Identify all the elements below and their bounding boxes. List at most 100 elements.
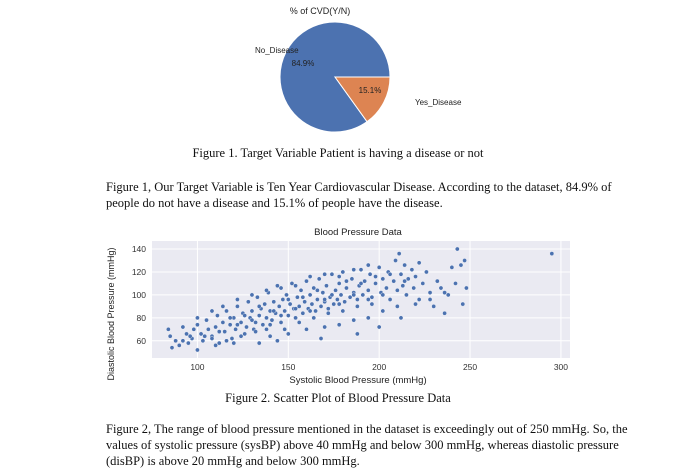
scatter-point bbox=[362, 278, 367, 284]
pie-slice-label: No_Disease bbox=[255, 46, 299, 55]
scatter-point bbox=[220, 320, 226, 325]
scatter-point bbox=[275, 338, 280, 344]
y-tick-label: 120 bbox=[132, 267, 146, 277]
scatter-point bbox=[373, 274, 378, 279]
scatter-title: Blood Pressure Data bbox=[314, 227, 402, 238]
scatter-point bbox=[449, 265, 455, 270]
scatter-point bbox=[262, 301, 267, 307]
scatter-point bbox=[186, 340, 191, 346]
scatter-point bbox=[318, 304, 324, 309]
scatter-point bbox=[365, 262, 371, 268]
scatter-point bbox=[249, 308, 255, 314]
document-page: % of CVD(Y/N) 84.9% No_Disease 15.1% Yes_Di… bbox=[106, 6, 628, 468]
scatter-point bbox=[373, 281, 378, 286]
scatter-point bbox=[307, 292, 313, 298]
scatter-point bbox=[351, 267, 357, 272]
scatter-point bbox=[216, 329, 222, 334]
scatter-point bbox=[322, 271, 327, 277]
scatter-point bbox=[264, 288, 269, 293]
scatter-point bbox=[286, 297, 291, 302]
scatter-point bbox=[400, 283, 406, 289]
scatter-point bbox=[253, 320, 258, 325]
scatter-point bbox=[227, 322, 233, 328]
scatter-point bbox=[455, 246, 460, 252]
scatter-point bbox=[195, 315, 200, 321]
scatter-point bbox=[184, 331, 189, 337]
y-tick-label: 100 bbox=[132, 290, 146, 300]
scatter-point bbox=[340, 269, 346, 275]
scatter-point bbox=[438, 285, 444, 291]
scatter-ylabel: Diastolic Blood Pressure (mmHg) bbox=[106, 247, 116, 380]
scatter-point bbox=[287, 301, 293, 307]
scatter-point bbox=[351, 292, 357, 298]
x-tick-label: 200 bbox=[372, 362, 386, 372]
scatter-point bbox=[549, 251, 555, 256]
x-tick-label: 250 bbox=[463, 362, 477, 372]
scatter-point bbox=[355, 304, 360, 309]
scatter-point bbox=[313, 308, 318, 314]
scatter-point bbox=[342, 299, 347, 305]
scatter-point bbox=[227, 315, 233, 321]
scatter-point bbox=[209, 308, 215, 314]
scatter-point bbox=[464, 285, 469, 291]
scatter-point bbox=[329, 271, 335, 277]
scatter-point bbox=[360, 292, 366, 298]
scatter-point bbox=[204, 317, 209, 323]
scatter-point bbox=[442, 310, 447, 316]
scatter-point bbox=[320, 290, 326, 295]
scatter-point bbox=[295, 294, 300, 300]
scatter-point bbox=[396, 251, 402, 256]
scatter-point bbox=[413, 301, 418, 307]
scatter-point bbox=[235, 304, 240, 309]
scatter-point bbox=[351, 317, 357, 323]
scatter-point bbox=[427, 297, 433, 302]
scatter-point bbox=[395, 288, 400, 293]
scatter-point bbox=[367, 271, 373, 277]
scatter-point bbox=[264, 327, 269, 332]
scatter-point bbox=[167, 333, 173, 339]
scatter-point bbox=[325, 310, 331, 316]
scatter-point bbox=[166, 327, 171, 332]
scatter-point bbox=[318, 336, 324, 341]
pie-slice-yes-disease bbox=[334, 76, 391, 123]
scatter-point bbox=[255, 294, 260, 300]
scatter-point bbox=[324, 283, 329, 289]
scatter-point bbox=[209, 336, 215, 341]
figure2-paragraph: Figure 2, The range of blood pressure me… bbox=[106, 422, 628, 468]
scatter-point bbox=[336, 322, 342, 328]
scatter-point bbox=[460, 301, 466, 307]
scatter-point bbox=[286, 313, 291, 318]
scatter-point bbox=[307, 274, 313, 279]
scatter-point bbox=[453, 281, 458, 286]
scatter-point bbox=[384, 285, 389, 291]
scatter-point bbox=[409, 267, 415, 272]
scatter-point bbox=[335, 297, 340, 302]
scatter-point bbox=[325, 306, 331, 311]
scatter-point bbox=[398, 271, 404, 277]
scatter-point bbox=[198, 331, 204, 337]
scatter-point bbox=[256, 313, 262, 318]
scatter-point bbox=[358, 267, 364, 272]
figure1-paragraph: Figure 1, Our Target Variable is Ten Yea… bbox=[106, 180, 612, 210]
scatter-point bbox=[340, 308, 346, 314]
scatter-point bbox=[271, 308, 277, 314]
scatter-point bbox=[260, 322, 266, 328]
scatter-point bbox=[331, 301, 337, 307]
scatter-point bbox=[278, 285, 284, 291]
scatter-point bbox=[411, 285, 417, 291]
scatter-point bbox=[271, 299, 277, 305]
figure1-caption: Figure 1. Target Variable Patient is hav… bbox=[192, 146, 484, 160]
scatter-point bbox=[300, 310, 306, 316]
scatter-point bbox=[222, 329, 227, 334]
scatter-point bbox=[338, 292, 344, 298]
scatter-point bbox=[365, 315, 371, 321]
scatter-point bbox=[282, 308, 287, 314]
pie-title: % of CVD(Y/N) bbox=[290, 6, 351, 16]
scatter-point bbox=[376, 324, 382, 330]
scatter-point bbox=[296, 320, 302, 325]
scatter-point bbox=[289, 281, 295, 286]
scatter-point bbox=[336, 281, 342, 286]
scatter-point bbox=[269, 317, 275, 323]
scatter-point bbox=[235, 297, 240, 302]
scatter-point bbox=[304, 327, 309, 332]
